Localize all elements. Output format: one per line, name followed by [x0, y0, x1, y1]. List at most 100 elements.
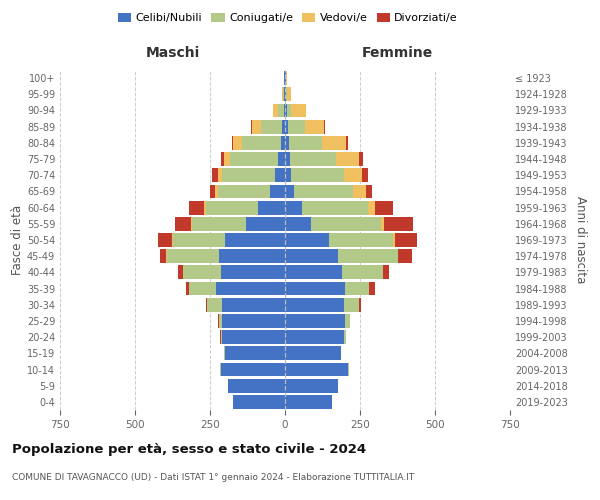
- Bar: [337, 250, 398, 263]
- Bar: [366, 184, 372, 198]
- Bar: [219, 250, 285, 263]
- Bar: [225, 233, 285, 247]
- Bar: [222, 298, 285, 312]
- Bar: [221, 266, 285, 280]
- Bar: [346, 136, 348, 149]
- Bar: [336, 152, 359, 166]
- Bar: [222, 330, 285, 344]
- Bar: [228, 379, 285, 392]
- Bar: [252, 120, 261, 134]
- Bar: [343, 330, 346, 344]
- Bar: [288, 120, 305, 134]
- Bar: [167, 250, 219, 263]
- Y-axis label: Fasce di età: Fasce di età: [11, 205, 24, 275]
- Bar: [286, 71, 287, 85]
- Bar: [285, 330, 343, 344]
- Bar: [218, 168, 222, 182]
- Bar: [342, 266, 383, 280]
- Bar: [359, 298, 361, 312]
- Bar: [290, 152, 336, 166]
- Bar: [218, 184, 270, 198]
- Bar: [287, 104, 291, 118]
- Bar: [348, 362, 349, 376]
- Bar: [191, 217, 192, 230]
- Text: Popolazione per età, sesso e stato civile - 2024: Popolazione per età, sesso e stato civil…: [12, 442, 366, 456]
- Bar: [251, 120, 252, 134]
- Bar: [219, 314, 222, 328]
- Bar: [222, 314, 285, 328]
- Bar: [311, 217, 381, 230]
- Bar: [285, 250, 337, 263]
- Bar: [233, 136, 241, 149]
- Bar: [329, 233, 393, 247]
- Bar: [175, 217, 191, 230]
- Bar: [160, 250, 166, 263]
- Bar: [287, 88, 292, 101]
- Bar: [381, 217, 384, 230]
- Bar: [285, 379, 337, 392]
- Bar: [284, 88, 285, 101]
- Bar: [241, 136, 281, 149]
- Bar: [221, 362, 285, 376]
- Bar: [277, 152, 285, 166]
- Bar: [284, 71, 285, 85]
- Bar: [285, 71, 286, 85]
- Text: COMUNE DI TAVAGNACCO (UD) - Dati ISTAT 1° gennaio 2024 - Elaborazione TUTTITALIA: COMUNE DI TAVAGNACCO (UD) - Dati ISTAT 1…: [12, 473, 414, 482]
- Bar: [173, 233, 225, 247]
- Bar: [281, 136, 285, 149]
- Bar: [285, 200, 302, 214]
- Bar: [158, 233, 172, 247]
- Bar: [285, 217, 311, 230]
- Bar: [192, 217, 246, 230]
- Bar: [204, 200, 205, 214]
- Bar: [216, 282, 285, 296]
- Bar: [223, 152, 229, 166]
- Bar: [270, 184, 285, 198]
- Bar: [349, 314, 350, 328]
- Bar: [345, 282, 369, 296]
- Bar: [282, 120, 285, 134]
- Bar: [398, 250, 412, 263]
- Bar: [285, 282, 345, 296]
- Bar: [189, 282, 216, 296]
- Bar: [361, 168, 367, 182]
- Text: Femmine: Femmine: [362, 46, 433, 60]
- Bar: [285, 362, 348, 376]
- Bar: [285, 120, 288, 134]
- Bar: [258, 200, 285, 214]
- Bar: [221, 330, 222, 344]
- Bar: [261, 120, 282, 134]
- Bar: [285, 168, 291, 182]
- Bar: [225, 346, 285, 360]
- Bar: [285, 152, 290, 166]
- Bar: [291, 168, 343, 182]
- Bar: [283, 88, 284, 101]
- Y-axis label: Anni di nascita: Anni di nascita: [574, 196, 587, 284]
- Bar: [285, 314, 345, 328]
- Bar: [284, 104, 285, 118]
- Bar: [353, 184, 366, 198]
- Bar: [302, 200, 367, 214]
- Bar: [359, 152, 363, 166]
- Bar: [285, 233, 329, 247]
- Bar: [289, 136, 322, 149]
- Legend: Celibi/Nubili, Coniugati/e, Vedovi/e, Divorziati/e: Celibi/Nubili, Coniugati/e, Vedovi/e, Di…: [113, 8, 463, 28]
- Bar: [282, 88, 283, 101]
- Bar: [305, 120, 324, 134]
- Bar: [178, 266, 182, 280]
- Bar: [189, 200, 204, 214]
- Bar: [343, 298, 359, 312]
- Bar: [183, 266, 221, 280]
- Bar: [369, 282, 375, 296]
- Bar: [395, 233, 417, 247]
- Bar: [322, 136, 346, 149]
- Bar: [186, 282, 189, 296]
- Bar: [285, 266, 342, 280]
- Bar: [215, 184, 218, 198]
- Bar: [275, 168, 285, 182]
- Bar: [205, 200, 258, 214]
- Bar: [294, 184, 353, 198]
- Bar: [286, 88, 287, 101]
- Bar: [220, 362, 221, 376]
- Bar: [207, 298, 222, 312]
